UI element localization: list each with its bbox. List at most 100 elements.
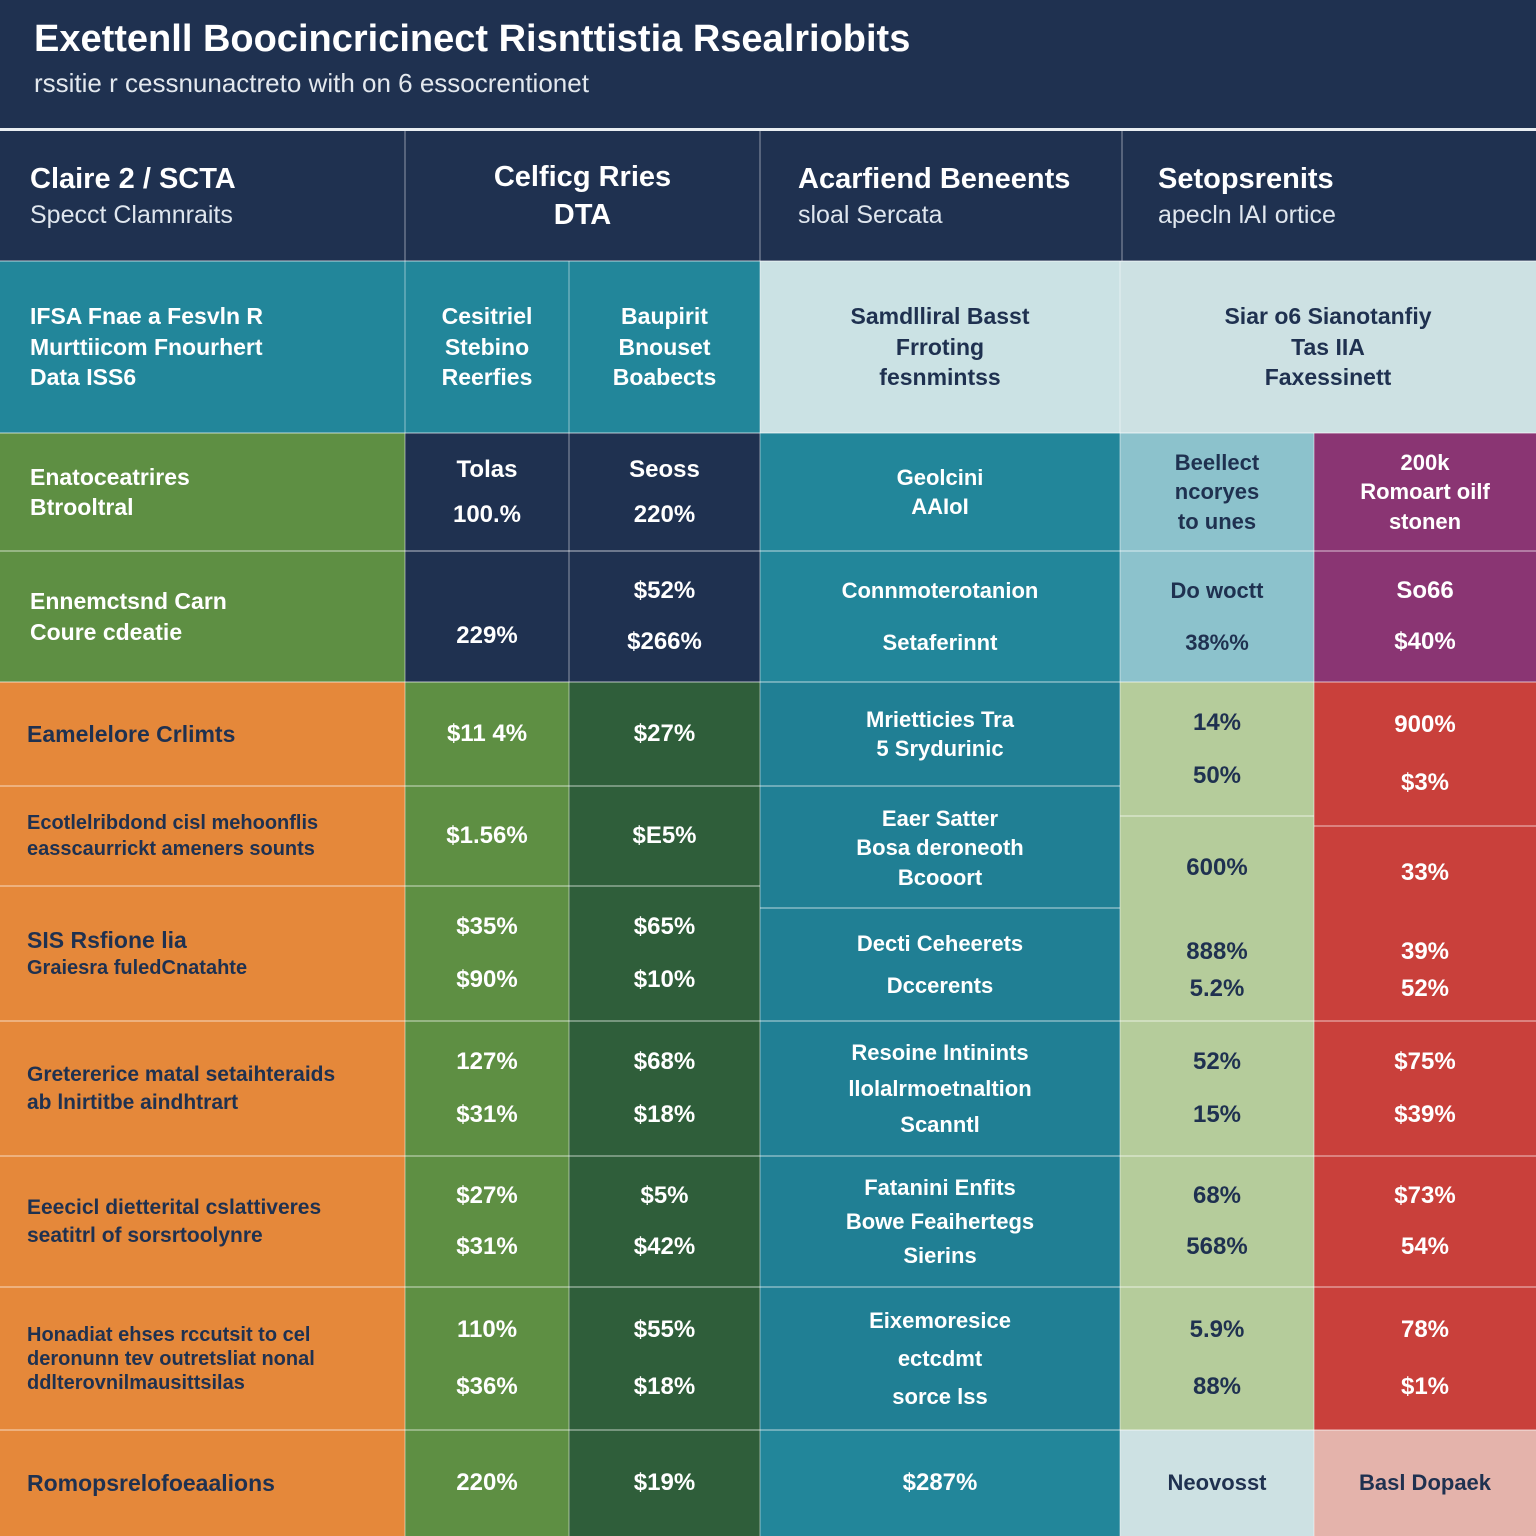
b1-column-band bbox=[405, 682, 569, 1536]
value-text: 39% bbox=[1400, 938, 1450, 966]
grid-line bbox=[1121, 131, 1123, 261]
value-text: 888% bbox=[1186, 938, 1248, 966]
column-header-claire: Claire 2 / SCTA Specct Clamnraits bbox=[0, 131, 405, 261]
page-subtitle: rssitie r cessnunactreto with on 6 essoc… bbox=[34, 68, 589, 98]
column-header-subtitle: DTA bbox=[553, 199, 612, 231]
grid-line bbox=[568, 261, 570, 1536]
text-line: Honadiat ehses rccutsit to cel bbox=[27, 1323, 311, 1346]
value-text: 5.9% bbox=[1189, 1315, 1245, 1343]
value-text: 68% bbox=[1192, 1181, 1242, 1209]
page-title: Exettenll Boocincricinect Risnttistia Rs… bbox=[34, 18, 911, 60]
text-line: AAIoI bbox=[911, 494, 969, 519]
c-column-band bbox=[760, 682, 1120, 1430]
row-b2-cell: $5% $42% bbox=[569, 1156, 760, 1287]
row-label-cell: Eeecicl dietterital cslattiveres seatitr… bbox=[0, 1156, 405, 1287]
row-b2-cell: $68% $18% bbox=[569, 1021, 760, 1156]
value-text: 78% bbox=[1400, 1315, 1450, 1343]
totals-b1-cell: Tolas 100.% bbox=[405, 433, 569, 551]
column-header-setopsrenits: Setopsrenits apecln lAI ortice bbox=[1122, 131, 1536, 261]
grid-line bbox=[0, 432, 1536, 434]
grid-line bbox=[759, 131, 761, 1536]
row-b2-cell: $27% bbox=[569, 682, 760, 786]
text-line: fesnmintss bbox=[879, 364, 1001, 391]
text-line: sorce lss bbox=[892, 1384, 988, 1410]
text-line: Geolcini bbox=[896, 464, 984, 490]
totals-label-cell: Enatoceatrires Btrooltral bbox=[0, 433, 405, 551]
grid-line bbox=[0, 550, 1536, 552]
grid-line bbox=[0, 785, 1120, 787]
text-line: Seoss bbox=[629, 455, 700, 483]
grid-line bbox=[0, 1286, 1536, 1288]
text-line: deronunn tev outretsliat nonal bbox=[27, 1347, 315, 1370]
text-line: Eaer Satter bbox=[881, 806, 999, 832]
grid-line bbox=[0, 1020, 1536, 1022]
totals-c-cell: Geolcini AAIoI bbox=[760, 433, 1120, 551]
value-text: 110% bbox=[456, 1315, 518, 1343]
text-line: Eixemoresice bbox=[869, 1307, 1011, 1333]
enhanced-d2-cell: So66 $40% bbox=[1314, 551, 1536, 682]
row-b1-cell: 127% $31% bbox=[405, 1021, 569, 1156]
text-line: Decti Ceheerets bbox=[856, 930, 1024, 956]
value-text: $31% bbox=[456, 1101, 518, 1129]
value-text: $35% bbox=[456, 912, 518, 940]
grid-line bbox=[0, 885, 760, 887]
row-label-cell: Honadiat ehses rccutsit to cel deronunn … bbox=[0, 1287, 405, 1430]
column-header-benefits: Acarfiend Beneents sloal Sercata bbox=[760, 131, 1122, 261]
row-c-cell: Decti Ceheerets Dccerents bbox=[760, 908, 1120, 1021]
value-text: $52% bbox=[633, 576, 696, 604]
grid-line bbox=[404, 131, 406, 1536]
totals-b2-cell: Seoss 220% bbox=[569, 433, 760, 551]
value-text: $287% bbox=[902, 1469, 978, 1497]
row-d1-cell: 888% 5.2% bbox=[1120, 920, 1314, 1021]
text-line: Bcooort bbox=[897, 864, 983, 890]
text-line: IFSA Fnae a Fesvln R bbox=[30, 303, 264, 330]
page-header: Exettenll Boocincricinect Risnttistia Rs… bbox=[0, 0, 1536, 131]
d2-column-band bbox=[1314, 682, 1536, 1430]
row-b1-cell: $35% $90% bbox=[405, 886, 569, 1021]
text-line: Eeecicl dietterital cslattiveres bbox=[27, 1195, 322, 1219]
label-column-band bbox=[0, 682, 405, 1536]
column-header-title: Claire 2 / SCTA bbox=[30, 163, 236, 196]
totals-d2-cell: 200k Romoart oilf stonen bbox=[1314, 433, 1536, 551]
grid-line bbox=[0, 260, 1536, 262]
text-line: Reerfies bbox=[441, 364, 533, 391]
text-line: Eamelelore Crlimts bbox=[27, 720, 236, 747]
d1-column-band bbox=[1120, 682, 1314, 1430]
grid-line bbox=[1120, 815, 1314, 817]
row-label-cell: Romopsrelofoeaalions bbox=[0, 1430, 405, 1536]
value-text: $36% bbox=[456, 1373, 518, 1401]
value-text: $55% bbox=[633, 1315, 696, 1343]
text-line: Boabects bbox=[612, 364, 717, 391]
grid-line bbox=[0, 1429, 1536, 1431]
text-line: Fatanini Enfits bbox=[864, 1174, 1016, 1200]
value-text: 52% bbox=[1192, 1047, 1242, 1075]
column-header-subtitle: apecln lAI ortice bbox=[1158, 200, 1336, 229]
row-d2-cell: 78% $1% bbox=[1314, 1287, 1536, 1430]
text-line: Scanntl bbox=[900, 1111, 980, 1137]
row-d1-cell: Neovosst bbox=[1120, 1430, 1314, 1536]
row-d2-cell: $75% $39% bbox=[1314, 1021, 1536, 1156]
row-d2-cell: 39% 52% bbox=[1314, 920, 1536, 1021]
value-text: $40% bbox=[1394, 628, 1456, 656]
row-c-cell: Fatanini Enfits Bowe Feaihertegs Sierins bbox=[760, 1156, 1120, 1287]
column-header-subtitle: Specct Clamnraits bbox=[30, 200, 233, 229]
value-text: $19% bbox=[633, 1469, 696, 1497]
text-line: Btrooltral bbox=[30, 494, 134, 520]
value-text: 14% bbox=[1192, 708, 1242, 736]
subheader-c-cell: Samdlliral Basst Frroting fesnmintss bbox=[760, 261, 1120, 433]
row-b1-cell: 220% bbox=[405, 1430, 569, 1536]
row-d1-cell: 52% 15% bbox=[1120, 1021, 1314, 1156]
row-b1-cell: $11 4% bbox=[405, 682, 569, 786]
text-line: Do woctt bbox=[1170, 578, 1264, 604]
subheader-b1-cell: Cesitriel Stebino Reerfies bbox=[405, 261, 569, 433]
value-text: 220% bbox=[456, 1469, 518, 1497]
value-text: $27% bbox=[633, 720, 696, 748]
text-line: Tolas bbox=[456, 455, 518, 483]
row-d1-cell: 600% bbox=[1120, 816, 1314, 920]
text-line: Sierins bbox=[903, 1243, 977, 1269]
row-d2-cell: Basl Dopaek bbox=[1314, 1430, 1536, 1536]
value-text: $266% bbox=[627, 628, 702, 656]
row-label-cell: SIS Rsfione lia Graiesra fuledCnatahte bbox=[0, 886, 405, 1021]
column-header-title: Celficg Rries bbox=[493, 160, 672, 193]
value-text: 220% bbox=[633, 500, 696, 528]
